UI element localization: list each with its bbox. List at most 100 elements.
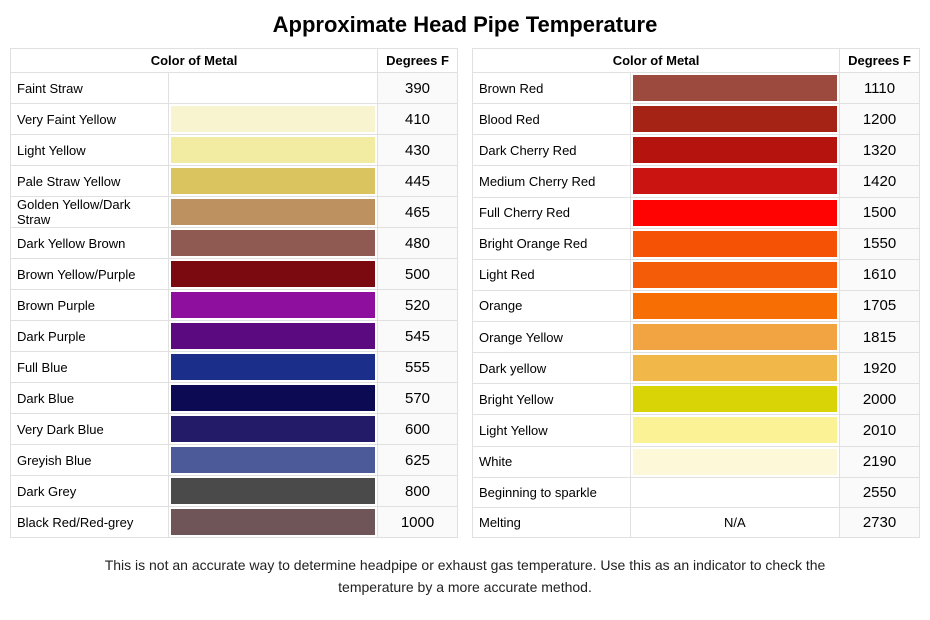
right-header-deg: Degrees F [840, 49, 920, 73]
table-row: Light Yellow 2010 [473, 415, 920, 446]
color-swatch-cell [630, 135, 839, 166]
color-swatch [633, 324, 837, 350]
table-row: Golden Yellow/Dark Straw 465 [11, 197, 458, 228]
color-label: Orange [473, 290, 631, 321]
color-label: Dark Purple [11, 321, 169, 352]
color-swatch-cell [168, 352, 377, 383]
degrees-value: 800 [378, 476, 458, 507]
color-swatch-cell [168, 259, 377, 290]
degrees-value: 1815 [840, 322, 920, 353]
color-swatch-cell [168, 104, 377, 135]
color-swatch-cell [630, 477, 839, 507]
color-swatch [171, 416, 375, 442]
degrees-value: 1200 [840, 104, 920, 135]
table-row: Orange1705 [473, 290, 920, 321]
color-swatch [633, 200, 837, 226]
color-label: Golden Yellow/Dark Straw [11, 197, 169, 228]
color-swatch-cell [630, 259, 839, 290]
degrees-value: 2550 [840, 477, 920, 507]
color-label: Brown Red [473, 73, 631, 104]
degrees-value: 445 [378, 166, 458, 197]
degrees-value: 430 [378, 135, 458, 166]
table-row: Dark Yellow Brown480 [11, 228, 458, 259]
color-label: Bright Yellow [473, 384, 631, 415]
color-swatch-cell [630, 228, 839, 259]
color-swatch [171, 168, 375, 194]
degrees-value: 2010 [840, 415, 920, 446]
table-row: Blood Red 1200 [473, 104, 920, 135]
color-label: Full Blue [11, 352, 169, 383]
table-row: Brown Yellow/Purple500 [11, 259, 458, 290]
color-swatch [633, 106, 837, 132]
table-row: Black Red/Red-grey1000 [11, 507, 458, 538]
degrees-value: 1610 [840, 259, 920, 290]
color-swatch-cell [630, 73, 839, 104]
color-swatch-cell [630, 353, 839, 384]
color-swatch-cell [168, 321, 377, 352]
table-row: Light Yellow 430 [11, 135, 458, 166]
color-swatch [171, 323, 375, 349]
color-swatch-cell [630, 104, 839, 135]
table-row: Pale Straw Yellow 445 [11, 166, 458, 197]
color-swatch [171, 230, 375, 256]
color-swatch-cell [630, 384, 839, 415]
table-row: Dark Blue570 [11, 383, 458, 414]
degrees-value: 2000 [840, 384, 920, 415]
table-row: Beginning to sparkle2550 [473, 477, 920, 507]
degrees-value: 555 [378, 352, 458, 383]
degrees-value: 480 [378, 228, 458, 259]
degrees-value: 1110 [840, 73, 920, 104]
color-swatch-cell [168, 290, 377, 321]
color-swatch-cell [630, 197, 839, 228]
color-swatch-cell [168, 73, 377, 104]
color-label: Blood Red [473, 104, 631, 135]
degrees-value: 410 [378, 104, 458, 135]
degrees-value: 465 [378, 197, 458, 228]
color-swatch [633, 75, 837, 101]
table-row: Light Red1610 [473, 259, 920, 290]
table-row: Very Faint Yellow 410 [11, 104, 458, 135]
temperature-table-left: Color of Metal Degrees F Faint Straw390V… [10, 48, 458, 538]
color-label: Very Dark Blue [11, 414, 169, 445]
table-row: Orange Yellow1815 [473, 322, 920, 353]
table-row: MeltingN/A2730 [473, 507, 920, 537]
color-swatch [633, 137, 837, 163]
color-label: Dark yellow [473, 353, 631, 384]
degrees-value: 1500 [840, 197, 920, 228]
color-label: Very Faint Yellow [11, 104, 169, 135]
degrees-value: 625 [378, 445, 458, 476]
color-label: Light Yellow [473, 415, 631, 446]
color-label: Brown Yellow/Purple [11, 259, 169, 290]
table-row: Dark Grey800 [11, 476, 458, 507]
color-swatch [633, 231, 837, 257]
color-swatch-cell [630, 446, 839, 477]
table-row: White 2190 [473, 446, 920, 477]
left-header-color: Color of Metal [11, 49, 378, 73]
degrees-value: 520 [378, 290, 458, 321]
table-row: Dark yellow1920 [473, 353, 920, 384]
color-swatch [633, 417, 837, 443]
color-swatch-cell [168, 476, 377, 507]
color-label: Light Yellow [11, 135, 169, 166]
degrees-value: 1550 [840, 228, 920, 259]
color-swatch [171, 75, 375, 101]
table-row: Dark Cherry Red1320 [473, 135, 920, 166]
table-row: Very Dark Blue 600 [11, 414, 458, 445]
degrees-value: 2730 [840, 507, 920, 537]
degrees-value: 2190 [840, 446, 920, 477]
color-label: Pale Straw Yellow [11, 166, 169, 197]
table-row: Bright Orange Red 1550 [473, 228, 920, 259]
color-label: Bright Orange Red [473, 228, 631, 259]
page-title: Approximate Head Pipe Temperature [10, 12, 920, 38]
color-swatch-cell [168, 383, 377, 414]
color-swatch [633, 293, 837, 319]
color-swatch-cell [630, 415, 839, 446]
degrees-value: 600 [378, 414, 458, 445]
color-swatch [171, 509, 375, 535]
color-swatch [171, 137, 375, 163]
table-row: Bright Yellow 2000 [473, 384, 920, 415]
color-swatch [633, 262, 837, 288]
color-label: White [473, 446, 631, 477]
color-label: Medium Cherry Red [473, 166, 631, 197]
color-swatch [171, 385, 375, 411]
